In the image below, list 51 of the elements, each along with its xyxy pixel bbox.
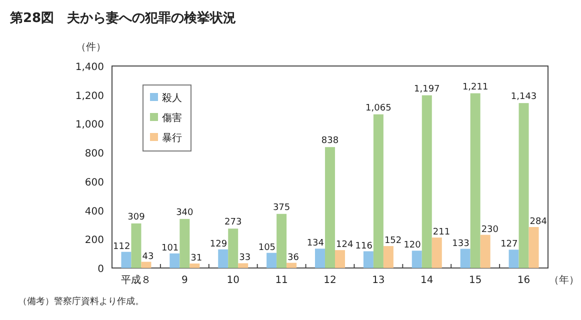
y-tick-label: 0 — [98, 264, 104, 275]
y-tick-label: 200 — [84, 235, 104, 246]
y-tick-label: 800 — [84, 148, 104, 160]
data-label: 1,143 — [510, 92, 537, 102]
data-label: 1,197 — [414, 84, 440, 94]
data-label: 309 — [128, 212, 146, 222]
data-label: 31 — [190, 254, 202, 264]
data-label: 152 — [384, 236, 402, 246]
data-label: 838 — [321, 136, 339, 146]
legend-label: 殺人 — [162, 92, 182, 104]
data-label: 284 — [530, 217, 548, 228]
x-tick-label: 15 — [468, 275, 482, 286]
x-tick-label: 平成８ — [121, 274, 152, 286]
legend-label: 傷害 — [162, 112, 182, 124]
y-tick-label: 400 — [84, 206, 104, 218]
x-tick-label: 11 — [275, 275, 288, 286]
chart-title: 第28図 夫から妻への犯罪の検挙状況 — [9, 10, 236, 26]
x-tick-label: 10 — [226, 275, 240, 286]
data-label: 101 — [161, 243, 179, 254]
data-label: 273 — [224, 218, 242, 228]
data-label: 340 — [176, 208, 194, 218]
y-tick-label: 1,000 — [75, 120, 104, 131]
data-label: 230 — [481, 224, 499, 235]
x-tick-label: 14 — [420, 275, 434, 286]
data-label: 1,065 — [366, 103, 392, 114]
x-tick-label: 16 — [517, 275, 530, 286]
y-axis-title: （件） — [76, 42, 106, 53]
data-label: 133 — [452, 238, 470, 249]
x-tick-label: 9 — [181, 275, 188, 286]
text: （備考）警察庁資料より作成。 — [18, 296, 144, 307]
data-label: 36 — [288, 252, 300, 263]
data-label: 116 — [355, 241, 373, 252]
data-label: 375 — [272, 202, 290, 213]
y-tick-label: 1,200 — [75, 90, 104, 102]
data-label: 127 — [500, 240, 518, 250]
data-label: 129 — [210, 239, 228, 250]
y-tick-label: 600 — [84, 177, 104, 188]
data-label: 1,211 — [462, 82, 488, 92]
data-label: 211 — [432, 228, 450, 238]
x-axis-title: （年） — [549, 274, 579, 286]
data-label: 105 — [258, 242, 276, 253]
data-label: 120 — [404, 240, 422, 251]
data-label: 134 — [306, 238, 324, 249]
data-label: 33 — [239, 253, 251, 264]
x-tick-label: 13 — [372, 275, 385, 286]
y-tick-label: 1,400 — [75, 62, 104, 73]
x-tick-label: 12 — [324, 275, 336, 286]
legend-label: 暴行 — [162, 133, 182, 144]
data-label: 124 — [336, 240, 354, 250]
data-label: 43 — [142, 252, 154, 262]
data-label: 112 — [113, 242, 130, 252]
